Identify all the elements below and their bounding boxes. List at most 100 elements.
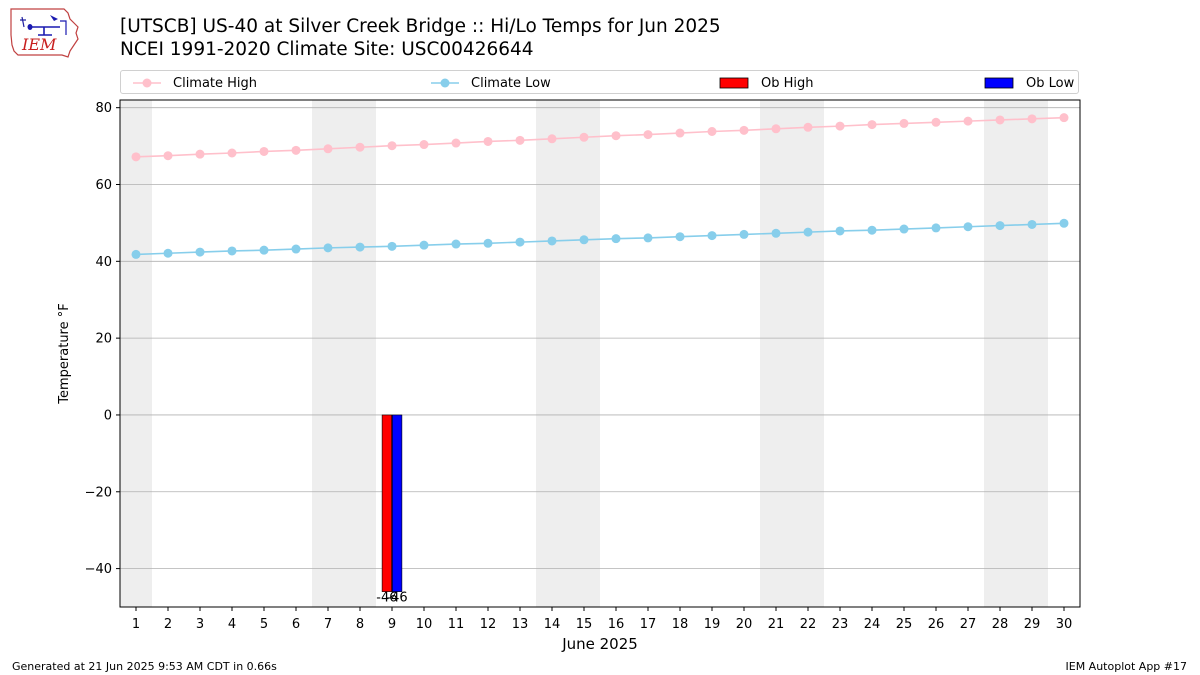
climate-low-point [163, 248, 173, 258]
climate-high-point [803, 122, 813, 132]
weekend-band [984, 100, 1048, 607]
climate-low-point [995, 221, 1005, 231]
x-tick-label: 5 [260, 617, 268, 632]
legend-item-ob-low: Ob Low [984, 74, 1074, 92]
climate-high-point [1027, 114, 1037, 124]
x-tick-label: 17 [640, 617, 657, 632]
climate-high-point [355, 142, 365, 152]
ob-high-bar-label: -46 [376, 591, 397, 606]
legend-label: Climate High [173, 75, 258, 91]
ob-high-bar [381, 414, 393, 592]
climate-low-point [515, 237, 525, 247]
climate-high-point [259, 146, 269, 156]
climate-low-point [1027, 219, 1037, 229]
climate-high-point [131, 152, 141, 162]
climate-high-line [135, 116, 1065, 158]
x-tick-label: 30 [1056, 617, 1073, 632]
legend-line-marker-icon [133, 78, 161, 88]
climate-low-point [291, 244, 301, 254]
x-tick-label: 24 [864, 617, 881, 632]
x-tick-label: 15 [576, 617, 593, 632]
climate-high-point [515, 135, 525, 145]
generated-timestamp: Generated at 21 Jun 2025 9:53 AM CDT in … [12, 660, 277, 673]
weekend-band [536, 100, 600, 607]
x-tick-label: 14 [544, 617, 561, 632]
climate-low-point [771, 228, 781, 238]
climate-low-point [387, 241, 397, 251]
ob-low-bar [391, 414, 403, 592]
x-tick-label: 19 [704, 617, 721, 632]
climate-low-point [355, 242, 365, 252]
climate-low-point [803, 227, 813, 237]
x-tick-label: 29 [1024, 617, 1041, 632]
y-tick-label: 40 [95, 255, 112, 270]
climate-low-point [323, 243, 333, 253]
climate-high-point [611, 131, 621, 141]
climate-low-point [195, 247, 205, 257]
climate-high-point [771, 124, 781, 134]
climate-high-point [899, 118, 909, 128]
climate-high-point [419, 140, 429, 150]
y-tick-label: −20 [85, 485, 112, 500]
legend-label: Ob High [761, 75, 814, 91]
legend-line-marker-icon [431, 78, 459, 88]
x-tick-label: 6 [292, 617, 300, 632]
x-tick-label: 10 [416, 617, 433, 632]
chart-title: [UTSCB] US-40 at Silver Creek Bridge :: … [120, 16, 721, 37]
climate-low-point [1059, 218, 1069, 228]
y-tick-label: 60 [95, 178, 112, 193]
y-tick-label: 20 [95, 332, 112, 347]
legend-item-ob-high: Ob High [719, 74, 814, 92]
climate-high-point [579, 132, 589, 142]
x-tick-label: 23 [832, 617, 849, 632]
x-tick-label: 22 [800, 617, 817, 632]
y-axis-label: Temperature °F [57, 303, 72, 404]
x-axis-label: June 2025 [561, 635, 638, 653]
y-tick-label: 0 [104, 408, 112, 423]
x-tick-label: 2 [164, 617, 172, 632]
climate-low-line [135, 222, 1065, 256]
x-tick-label: 4 [228, 617, 236, 632]
climate-low-point [451, 239, 461, 249]
climate-low-point [611, 234, 621, 244]
climate-high-point [675, 128, 685, 138]
legend-label: Climate Low [471, 75, 551, 91]
climate-low-point [643, 233, 653, 243]
x-tick-label: 18 [672, 617, 689, 632]
legend-label: Ob Low [1026, 75, 1075, 91]
climate-low-point [707, 231, 717, 241]
x-tick-label: 13 [512, 617, 529, 632]
chart-subtitle: NCEI 1991-2020 Climate Site: USC00426644 [120, 39, 534, 60]
climate-high-point [963, 116, 973, 126]
legend-item-climate-high: Climate High [131, 74, 257, 92]
climate-high-point [867, 120, 877, 130]
climate-low-point [131, 249, 141, 259]
climate-high-point [451, 138, 461, 148]
climate-low-point [547, 236, 557, 246]
legend-swatch-icon [719, 77, 749, 89]
climate-low-point [579, 235, 589, 245]
iem-logo: IEM [10, 8, 79, 58]
x-tick-label: 28 [992, 617, 1009, 632]
climate-low-point [483, 238, 493, 248]
climate-high-point [291, 145, 301, 155]
climate-high-point [739, 125, 749, 135]
climate-high-point [835, 121, 845, 131]
climate-low-point [675, 232, 685, 242]
app-credit: IEM Autoplot App #17 [1065, 660, 1188, 673]
climate-high-point [931, 117, 941, 127]
x-tick-label: 7 [324, 617, 332, 632]
x-tick-label: 3 [196, 617, 204, 632]
x-tick-label: 11 [448, 617, 465, 632]
climate-high-point [483, 136, 493, 146]
x-tick-label: 8 [356, 617, 364, 632]
climate-low-point [835, 226, 845, 236]
weekend-band [120, 100, 152, 607]
climate-low-point [963, 222, 973, 232]
climate-high-point [995, 115, 1005, 125]
plot-frame [119, 99, 1081, 608]
legend-item-climate-low: Climate Low [429, 74, 551, 92]
climate-high-point [227, 148, 237, 158]
climate-low-point [899, 224, 909, 234]
